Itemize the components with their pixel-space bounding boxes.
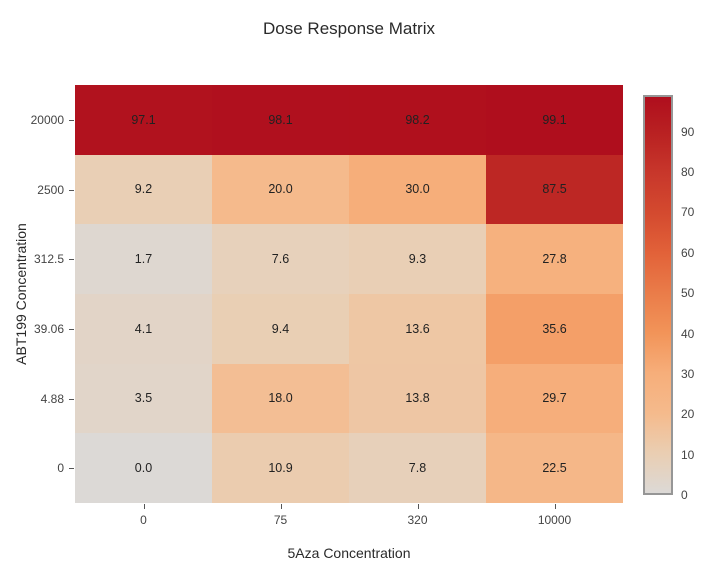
- colorbar-tick-label: 60: [681, 245, 695, 260]
- x-tick-mark: [554, 504, 556, 509]
- chart-title: Dose Response Matrix: [263, 19, 435, 38]
- x-tick-label: 10000: [537, 513, 572, 527]
- y-tick-mark: [69, 189, 74, 191]
- y-tick-label: 312.5: [33, 252, 64, 267]
- heatmap-cell: 13.6: [349, 294, 486, 364]
- heatmap-cell: 1.7: [75, 224, 212, 294]
- heatmap-cell: 7.8: [349, 433, 486, 503]
- heatmap-cell: 99.1: [486, 85, 623, 155]
- y-tick-mark: [69, 119, 74, 121]
- colorbar-tick-label: 40: [681, 326, 695, 341]
- heatmap-cell: 87.5: [486, 154, 623, 225]
- heatmap-cell: 9.2: [75, 154, 212, 225]
- heatmap-cell: 98.2: [349, 85, 486, 155]
- heatmap-cell: 27.8: [486, 224, 623, 294]
- heatmap-cell: 0.0: [75, 433, 212, 503]
- x-tick-mark: [417, 504, 419, 509]
- y-tick-mark: [69, 468, 74, 470]
- y-tick-label: 0: [57, 461, 64, 476]
- heatmap-cell: 98.1: [212, 85, 349, 155]
- colorbar-tick-label: 50: [681, 286, 695, 301]
- x-tick-label: 320: [407, 513, 428, 527]
- heatmap-cell: 20.0: [212, 154, 349, 225]
- heatmap-cell: 9.4: [212, 294, 349, 364]
- heatmap-cell: 3.5: [75, 363, 212, 434]
- heatmap-cell: 18.0: [212, 363, 349, 434]
- heatmap-cell: 35.6: [486, 294, 623, 364]
- x-tick-mark: [280, 504, 282, 509]
- heatmap-cell: 13.8: [349, 363, 486, 434]
- y-tick-label: 39.06: [33, 321, 64, 336]
- y-axis-title: ABT199 Concentration: [13, 223, 29, 365]
- colorbar-tick-label: 70: [681, 205, 695, 220]
- y-tick-label: 2500: [37, 182, 64, 197]
- y-tick-label: 20000: [30, 112, 64, 127]
- x-axis-title: 5Aza Concentration: [287, 545, 411, 561]
- heatmap-cell: 7.6: [212, 224, 349, 294]
- colorbar-tick-label: 20: [681, 407, 695, 422]
- y-tick-mark: [69, 328, 74, 330]
- x-tick-mark: [143, 504, 145, 509]
- colorbar-tick-label: 80: [681, 165, 695, 180]
- y-tick-mark: [69, 259, 74, 261]
- heatmap-cell: 30.0: [349, 154, 486, 225]
- colorbar-tick-label: 30: [681, 366, 695, 381]
- colorbar-tick-label: 0: [681, 488, 688, 502]
- colorbar: [643, 95, 673, 495]
- colorbar-tick-label: 90: [681, 124, 695, 139]
- y-tick-label: 4.88: [40, 391, 64, 406]
- colorbar-tick-label: 10: [681, 447, 695, 462]
- heatmap-cell: 9.3: [349, 224, 486, 294]
- y-tick-mark: [69, 398, 74, 400]
- heatmap-cell: 4.1: [75, 294, 212, 364]
- heatmap-cell: 10.9: [212, 433, 349, 503]
- x-tick-label: 75: [273, 513, 288, 527]
- heatmap-plot: 97.1 98.1 98.2 99.1 9.2 20.0 30.0 87.5 1.7 7.6 9.3…: [75, 85, 623, 503]
- heatmap-cell: 22.5: [486, 433, 623, 503]
- heatmap-cell: 29.7: [486, 363, 623, 434]
- heatmap-cell: 97.1: [75, 85, 212, 155]
- x-tick-label: 0: [140, 513, 147, 527]
